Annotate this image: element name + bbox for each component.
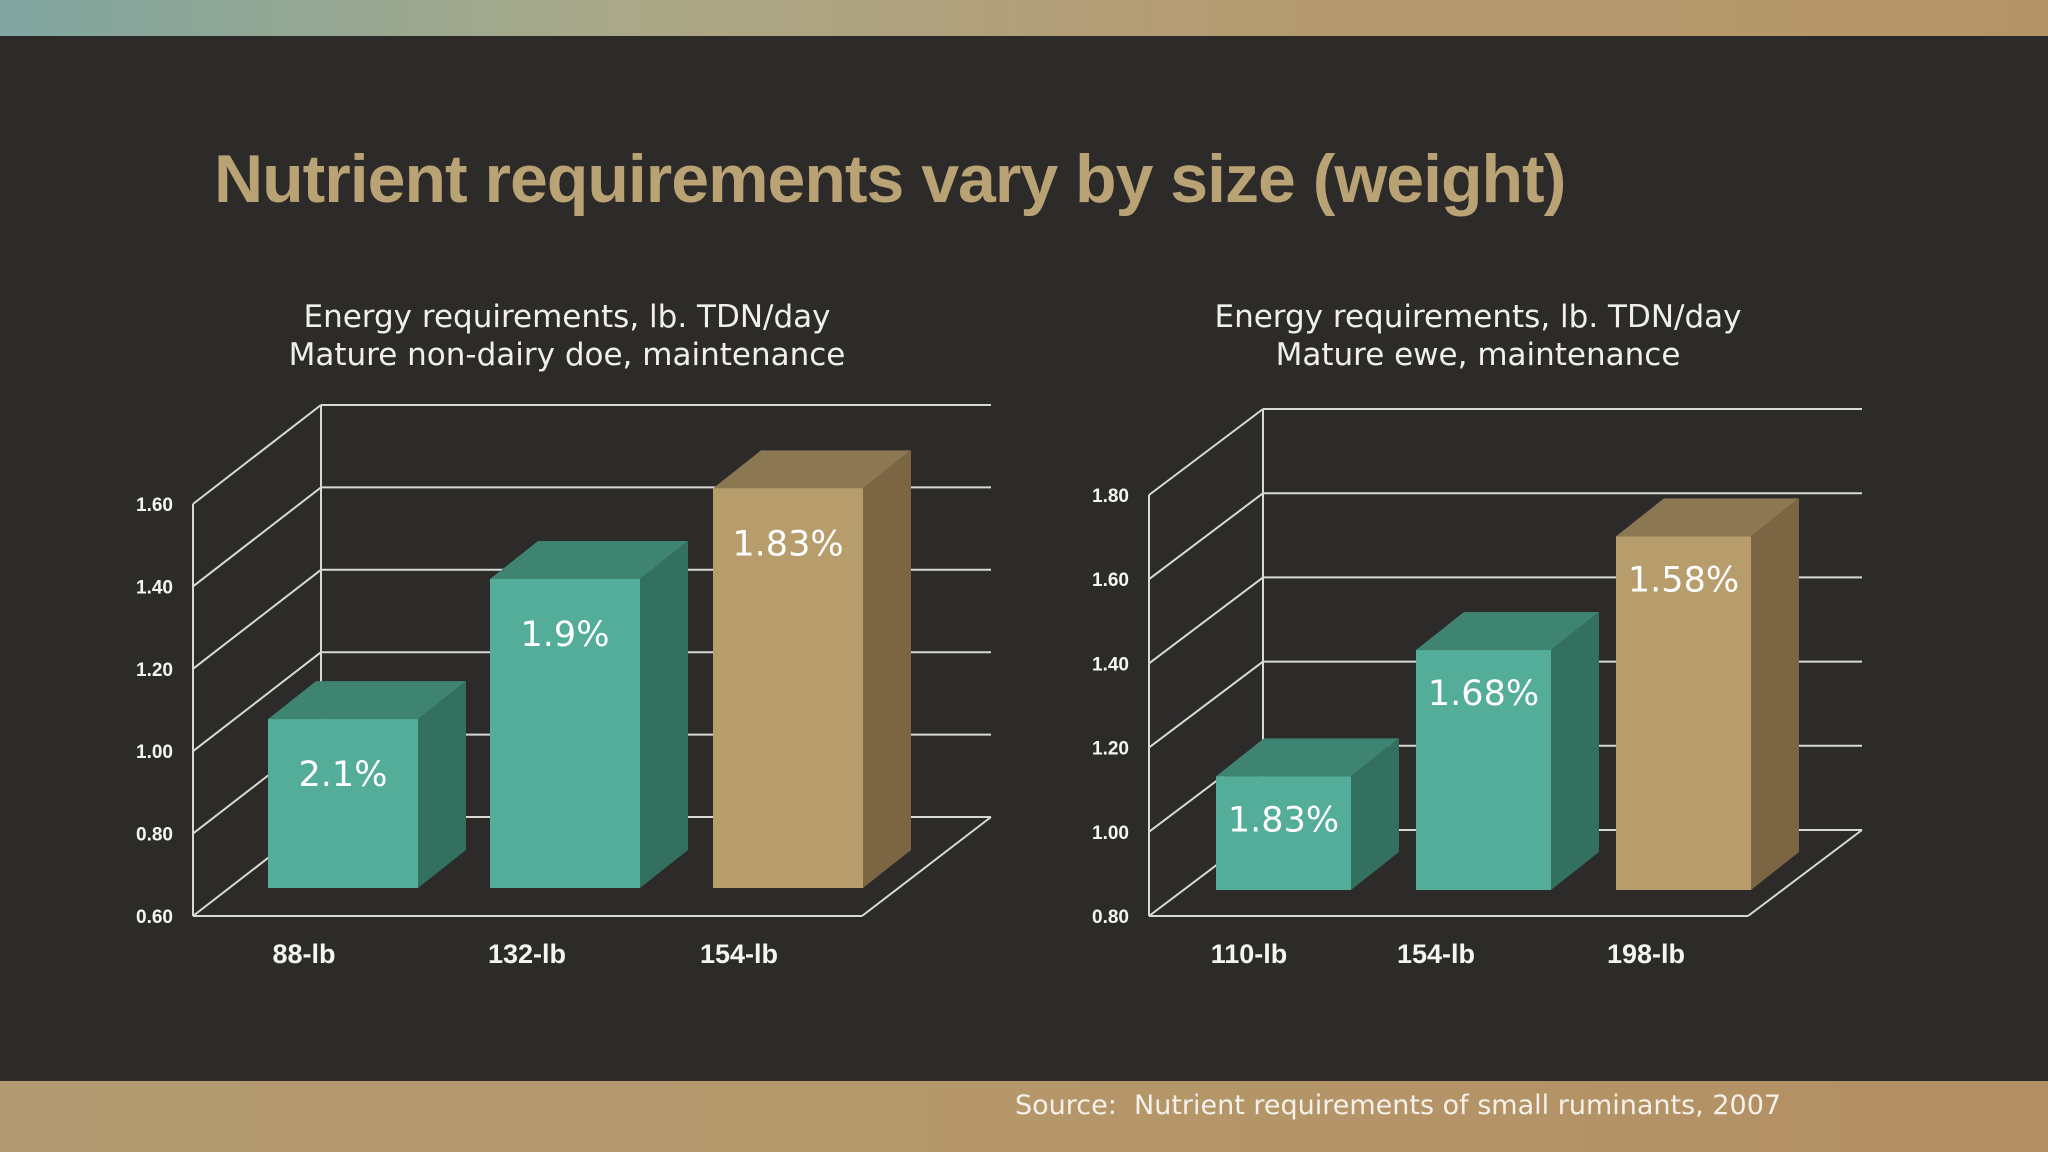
gridline-diagonal [192,404,322,505]
x-tick-label: 110-lb [1211,939,1288,969]
y-tick-label: 0.80 [1092,907,1129,928]
y-tick-label: 1.60 [1092,570,1129,591]
chart-subtitle-line: Mature non-dairy doe, maintenance [288,337,846,373]
bar-top [1616,498,1799,537]
y-tick-label: 1.80 [1092,486,1129,507]
gridline-diagonal [192,569,322,670]
y-tick-label: 1.60 [136,495,173,516]
gridline-diagonal [192,651,322,752]
y-tick-label: 1.00 [1092,823,1129,844]
bar [1416,650,1551,890]
bottom-band [0,1081,2048,1152]
page-title: Nutrient requirements vary by size (weig… [214,141,1566,217]
y-tick-label: 1.40 [136,577,173,598]
bar [713,488,863,888]
source-note: Source: Nutrient requirements of small r… [1015,1090,1782,1121]
bar-side [1751,498,1799,890]
gridline-diagonal [1148,660,1264,749]
bar-side [863,450,911,888]
data-label: 1.68% [1428,674,1539,714]
bar-side [1551,612,1599,890]
gridline-diagonal [192,486,322,588]
chart-title-doe: Energy requirements, lb. TDN/day Mature … [217,298,917,374]
bar [1616,536,1751,890]
bar [490,579,640,888]
bar-side [418,681,466,888]
bar-top [1216,738,1399,777]
x-tick-label: 154-lb [700,939,778,969]
data-label: 1.9% [521,615,610,655]
data-label: 1.83% [732,524,843,564]
x-tick-label: 132-lb [488,939,566,969]
y-tick-label: 1.20 [136,660,173,681]
bar-top [713,450,911,489]
y-tick-label: 0.60 [136,907,173,928]
floor-right-edge [1747,829,1863,917]
data-label: 1.58% [1628,560,1739,600]
y-tick-label: 0.80 [136,825,173,846]
bar [1216,776,1351,890]
bar-side [640,541,688,888]
y-tick-label: 1.20 [1092,739,1129,760]
gridline-diagonal [1148,492,1264,580]
chart-title-ewe: Energy requirements, lb. TDN/day Mature … [1128,298,1828,374]
data-label: 1.83% [1228,800,1339,840]
chart-title-line: Energy requirements, lb. TDN/day [1214,299,1742,335]
x-tick-label: 154-lb [1397,939,1475,969]
gridline-diagonal [1148,576,1264,665]
bar [268,719,418,888]
y-tick-label: 1.00 [136,742,173,763]
bar-side [1351,738,1399,890]
gridline-diagonal [1148,408,1264,496]
floor-right-edge [861,816,992,917]
bar-top [268,681,466,720]
x-tick-label: 198-lb [1607,939,1685,969]
bar-top [1416,612,1599,651]
y-tick-label: 1.40 [1092,654,1129,675]
chart-subtitle-line: Mature ewe, maintenance [1275,337,1681,373]
data-label: 2.1% [299,755,388,795]
bar-top [490,541,688,579]
chart-title-line: Energy requirements, lb. TDN/day [303,299,831,335]
x-tick-label: 88-lb [272,939,335,969]
